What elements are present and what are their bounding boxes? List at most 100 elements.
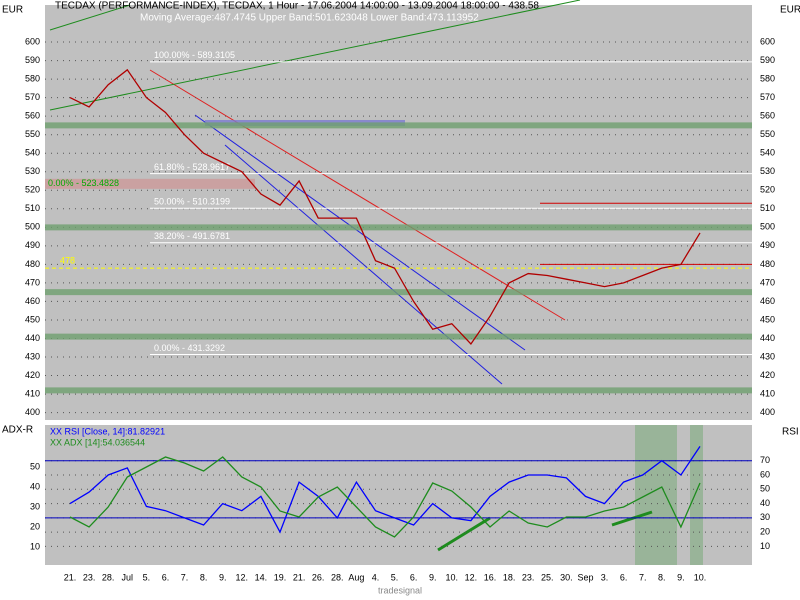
y-tick-label: 510: [760, 203, 775, 213]
y-tick-label: 550: [25, 129, 40, 139]
fib-label: 50.00% - 510.3199: [154, 197, 230, 207]
data-line: [69, 446, 701, 534]
x-tick-label: 21.: [293, 572, 306, 582]
x-tick-label: 28.: [102, 572, 115, 582]
x-tick-label: Sep: [577, 572, 593, 582]
price-panel: [45, 5, 752, 420]
y-tick-label: 530: [25, 166, 40, 176]
x-tick-label: 3.: [601, 572, 609, 582]
y-tick-label: 580: [25, 73, 40, 83]
y-tick-label: 10: [30, 541, 40, 551]
trend-line: [149, 69, 566, 321]
y-tick-label: 430: [760, 351, 775, 361]
x-tick-label: 9.: [677, 572, 685, 582]
y-tick-label: 400: [760, 407, 775, 417]
x-tick-label: 19.: [274, 572, 287, 582]
chart-title: TECDAX (PERFORMANCE-INDEX), TECDAX, 1 Ho…: [55, 1, 539, 12]
y-tick-label: 520: [760, 185, 775, 195]
x-tick-label: 23.: [83, 572, 96, 582]
y2-tick-label: 10: [760, 541, 770, 551]
y-tick-label: 550: [760, 129, 775, 139]
x-tick-label: 7.: [639, 572, 647, 582]
x-tick-label: 10.: [694, 572, 707, 582]
y-tick-label: 500: [760, 222, 775, 232]
y-tick-label: 440: [760, 333, 775, 343]
y2-tick-label: 70: [760, 455, 770, 465]
y-tick-label: 560: [760, 111, 775, 121]
x-tick-label: 8.: [658, 572, 666, 582]
y-tick-label: 600: [25, 36, 40, 46]
x-tick-label: 23.: [522, 572, 535, 582]
y-tick-label: 420: [760, 370, 775, 380]
marker-label: 478: [60, 255, 75, 265]
data-line: [69, 68, 701, 346]
y-tick-label: 480: [760, 259, 775, 269]
trend-line: [49, 0, 581, 111]
trend-line: [611, 510, 653, 527]
x-tick-label: 18.: [503, 572, 516, 582]
y2-tick-label: 30: [760, 512, 770, 522]
y-tick-label: 540: [25, 148, 40, 158]
y2-tick-label: 50: [760, 484, 770, 494]
y-tick-label: 530: [760, 166, 775, 176]
trend-line: [437, 516, 491, 552]
x-tick-label: 7.: [181, 572, 189, 582]
trend-line: [49, 4, 131, 31]
x-tick-label: 9.: [219, 572, 227, 582]
y-tick-label: 50: [30, 461, 40, 471]
x-tick-label: 9.: [429, 572, 437, 582]
fib-label: 38.20% - 491.6781: [154, 231, 230, 241]
y-tick-label: 400: [25, 407, 40, 417]
fib-label: 100.00% - 589.3105: [154, 50, 235, 60]
legend-entry: XX ADX [14]:54.036544: [50, 437, 145, 447]
x-tick-label: 6.: [410, 572, 418, 582]
y-tick-label: 460: [25, 296, 40, 306]
y2-tick-label: 40: [760, 498, 770, 508]
x-tick-label: 4.: [372, 572, 380, 582]
highlight-zone: [690, 425, 703, 565]
x-tick-label: 25.: [541, 572, 554, 582]
x-tick-label: 16.: [484, 572, 497, 582]
y-tick-label: 430: [25, 351, 40, 361]
y-tick-label: 470: [760, 277, 775, 287]
x-tick-label: 30.: [560, 572, 573, 582]
watermark: tradesignal: [378, 585, 422, 595]
y-tick-label: 30: [30, 501, 40, 511]
y-tick-label: 590: [760, 55, 775, 65]
y-tick-label: 20: [30, 521, 40, 531]
x-tick-label: Aug: [348, 572, 364, 582]
x-tick-label: Jul: [122, 572, 134, 582]
y-tick-label: 600: [760, 36, 775, 46]
y-tick-label: 570: [760, 92, 775, 102]
y-tick-label: 540: [760, 148, 775, 158]
y-tick-label: 440: [25, 333, 40, 343]
y-tick-label: 420: [25, 370, 40, 380]
x-tick-label: 26.: [312, 572, 325, 582]
x-tick-label: 5.: [391, 572, 399, 582]
y-tick-label: 470: [25, 277, 40, 287]
highlight-zone: [635, 425, 677, 565]
x-tick-label: 14.: [255, 572, 268, 582]
y-tick-label: 460: [760, 296, 775, 306]
y-tick-label: 480: [25, 259, 40, 269]
y-tick-label: 520: [25, 185, 40, 195]
x-tick-label: 5.: [143, 572, 151, 582]
y-tick-label: 590: [25, 55, 40, 65]
y-tick-label: 490: [760, 240, 775, 250]
fib-zone: [45, 178, 255, 189]
x-tick-label: 21.: [64, 572, 77, 582]
x-tick-label: 12.: [236, 572, 249, 582]
chart-subtitle: Moving Average:487.4745 Upper Band:501.6…: [140, 13, 479, 24]
y-tick-label: 410: [25, 388, 40, 398]
y-tick-label: 510: [25, 203, 40, 213]
y-tick-label: 490: [25, 240, 40, 250]
fib-label: 0.00% - 431.3292: [154, 343, 225, 353]
indicator-panel: [45, 425, 752, 565]
fib-label: 61.80% - 528.9617: [154, 162, 230, 172]
y2-tick-label: 60: [760, 469, 770, 479]
y-axis-label: EUR: [780, 5, 800, 16]
y-tick-label: 450: [25, 314, 40, 324]
legend-entry: XX RSI [Close, 14]:81.82921: [50, 426, 165, 436]
y-tick-label: 40: [30, 481, 40, 491]
x-tick-label: 8.: [200, 572, 208, 582]
